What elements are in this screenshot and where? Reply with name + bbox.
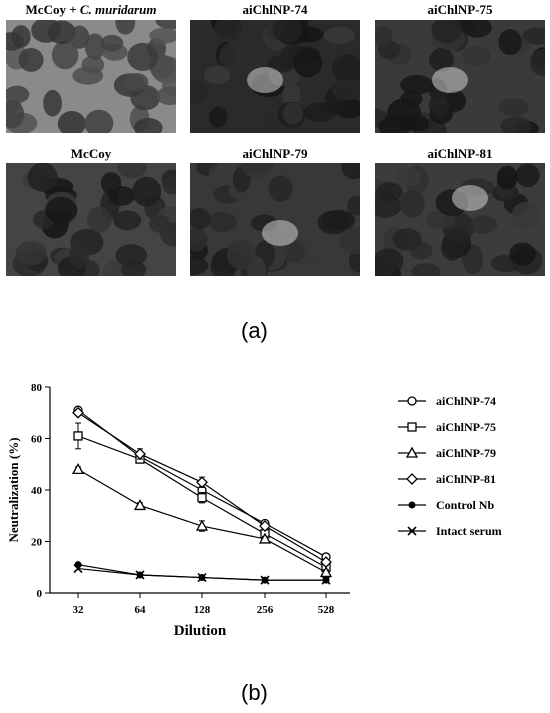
legend-label: aiChlNP-79 bbox=[436, 446, 496, 460]
micrograph-title: McCoy + C. muridarum bbox=[25, 2, 157, 17]
y-tick-label: 0 bbox=[37, 588, 43, 600]
micrograph-image bbox=[6, 20, 176, 133]
legend-label: aiChlNP-75 bbox=[436, 420, 496, 434]
y-tick-label: 80 bbox=[31, 382, 43, 394]
data-point bbox=[319, 566, 333, 578]
legend-marker bbox=[405, 446, 419, 458]
caption-b: (b) bbox=[241, 680, 268, 705]
micrograph-title: McCoy bbox=[70, 146, 112, 161]
legend-label: aiChlNP-81 bbox=[436, 472, 496, 486]
y-tick-label: 20 bbox=[31, 537, 43, 549]
x-tick-label: 128 bbox=[194, 604, 211, 616]
data-point bbox=[71, 463, 85, 475]
x-axis-label: Dilution bbox=[174, 623, 227, 639]
legend-item: aiChlNP-74 bbox=[398, 394, 496, 408]
data-point bbox=[197, 572, 207, 583]
data-point bbox=[260, 575, 270, 585]
data-point bbox=[73, 431, 83, 441]
legend-item: aiChlNP-79 bbox=[398, 446, 496, 460]
micrograph-image bbox=[375, 20, 545, 133]
caption-a: (a) bbox=[241, 318, 268, 343]
micrograph-image bbox=[375, 163, 545, 276]
legend-marker bbox=[407, 396, 417, 406]
neutralization-chart: 0 20 40 60 80 32 64 128 256 528 Dilution Neutraliza… bbox=[6, 382, 502, 639]
micrograph-image bbox=[190, 163, 360, 276]
data-point bbox=[135, 570, 145, 580]
micrograph-title: aiChlNP-79 bbox=[242, 146, 308, 161]
data-point bbox=[72, 406, 84, 419]
micrograph-image bbox=[190, 20, 360, 133]
legend-item: Intact serum bbox=[398, 524, 502, 538]
legend-label: Intact serum bbox=[436, 524, 502, 538]
data-point bbox=[73, 563, 83, 574]
x-tick-label: 32 bbox=[73, 604, 85, 616]
series-intact-serum bbox=[73, 563, 331, 585]
micrograph-title: aiChlNP-74 bbox=[242, 2, 308, 17]
legend-marker bbox=[407, 422, 417, 432]
legend-marker bbox=[408, 501, 416, 509]
x-tick-label: 64 bbox=[135, 604, 147, 616]
data-point bbox=[258, 532, 272, 544]
data-point bbox=[197, 493, 207, 503]
legend-item: aiChlNP-81 bbox=[398, 472, 496, 486]
micrograph-title: aiChlNP-75 bbox=[427, 2, 493, 17]
data-point bbox=[195, 519, 209, 531]
data-point bbox=[320, 556, 332, 569]
legend-label: Control Nb bbox=[436, 498, 494, 512]
legend-marker bbox=[406, 473, 418, 485]
y-tick-label: 40 bbox=[31, 485, 43, 497]
legend-item: Control Nb bbox=[398, 498, 494, 512]
micrograph-image bbox=[6, 163, 176, 276]
series-aichlnp-81 bbox=[72, 406, 332, 569]
y-tick-label: 60 bbox=[31, 434, 43, 446]
data-point bbox=[196, 476, 208, 489]
y-axis-label: Neutralization (%) bbox=[6, 437, 21, 542]
data-point bbox=[133, 499, 147, 511]
series-aichlnp-75 bbox=[73, 422, 331, 572]
legend-label: aiChlNP-74 bbox=[436, 394, 496, 408]
data-point bbox=[134, 448, 146, 460]
legend-item: aiChlNP-75 bbox=[398, 420, 496, 434]
x-tick-label: 528 bbox=[318, 604, 335, 616]
legend-marker bbox=[407, 526, 417, 536]
x-tick-label: 256 bbox=[257, 604, 274, 616]
series-aichlnp-79 bbox=[71, 463, 333, 578]
data-point bbox=[321, 575, 331, 585]
data-point bbox=[259, 520, 271, 532]
micrograph-title: aiChlNP-81 bbox=[427, 146, 493, 161]
